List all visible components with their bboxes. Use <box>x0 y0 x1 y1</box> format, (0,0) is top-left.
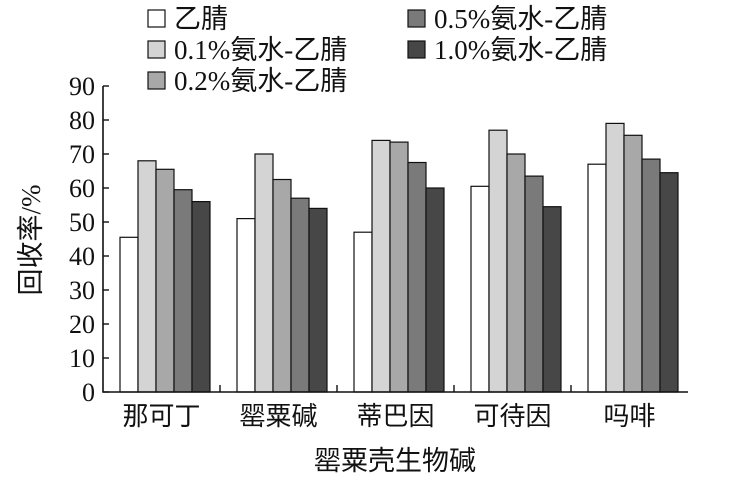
x-category-label: 那可丁 <box>122 402 200 431</box>
legend-label: 0.5%氨水-乙腈 <box>434 4 607 34</box>
legend-swatch <box>407 40 426 59</box>
bar <box>353 231 373 393</box>
y-tick-label: 30 <box>69 276 95 305</box>
legend-label: 1.0%氨水-乙腈 <box>434 35 607 65</box>
bars <box>119 122 679 393</box>
x-categories: 那可丁 罂粟碱 蒂巴因 可待因 吗啡 <box>122 385 656 431</box>
y-tick-label: 20 <box>69 310 95 339</box>
y-tick-label: 60 <box>69 174 95 203</box>
legend-swatch <box>147 9 166 28</box>
legend-label: 0.1%氨水-乙腈 <box>174 35 347 65</box>
y-tick-label: 0 <box>82 378 95 407</box>
y-tick-label: 80 <box>69 106 95 135</box>
bar <box>605 122 625 393</box>
legend-label: 乙腈 <box>174 4 228 34</box>
bar <box>155 168 175 393</box>
y-tick-label: 10 <box>69 344 95 373</box>
legend-swatch <box>147 40 166 59</box>
x-axis-title: 罂粟壳生物碱 <box>314 446 476 476</box>
x-category-label: 蒂巴因 <box>356 402 434 431</box>
bar <box>389 141 409 393</box>
y-tick-label: 40 <box>69 242 95 271</box>
bar <box>470 185 490 393</box>
bar <box>587 163 607 393</box>
legend-swatch <box>147 71 166 90</box>
bar <box>542 206 562 393</box>
bar <box>524 175 544 393</box>
y-tick-label: 90 <box>69 72 95 101</box>
bar <box>506 153 526 393</box>
bar <box>641 158 661 393</box>
legend: 乙腈0.1%氨水-乙腈0.2%氨水-乙腈 0.5%氨水-乙腈1.0%氨水-乙腈 <box>147 4 607 96</box>
y-tick-label: 70 <box>69 140 95 169</box>
bar <box>272 178 292 393</box>
bar <box>488 129 508 393</box>
y-ticks: 0 10 20 30 40 50 60 70 80 90 <box>69 72 109 407</box>
bar <box>254 153 274 393</box>
y-tick-label: 50 <box>69 208 95 237</box>
bar <box>407 161 427 393</box>
bar <box>308 207 328 393</box>
legend-swatch <box>407 9 426 28</box>
x-category-label: 罂粟碱 <box>239 402 317 431</box>
bar <box>371 139 391 393</box>
bar <box>236 218 256 393</box>
y-axis-title: 回收率/% <box>16 185 46 296</box>
bar <box>191 201 211 393</box>
legend-label: 0.2%氨水-乙腈 <box>174 66 347 96</box>
bar <box>173 189 193 393</box>
bar <box>119 236 139 393</box>
bar <box>425 187 445 393</box>
bar <box>290 197 310 393</box>
x-category-label: 可待因 <box>473 402 551 431</box>
bar <box>659 172 679 393</box>
x-category-label: 吗啡 <box>603 402 655 431</box>
bar <box>137 160 157 393</box>
bar <box>623 134 643 393</box>
